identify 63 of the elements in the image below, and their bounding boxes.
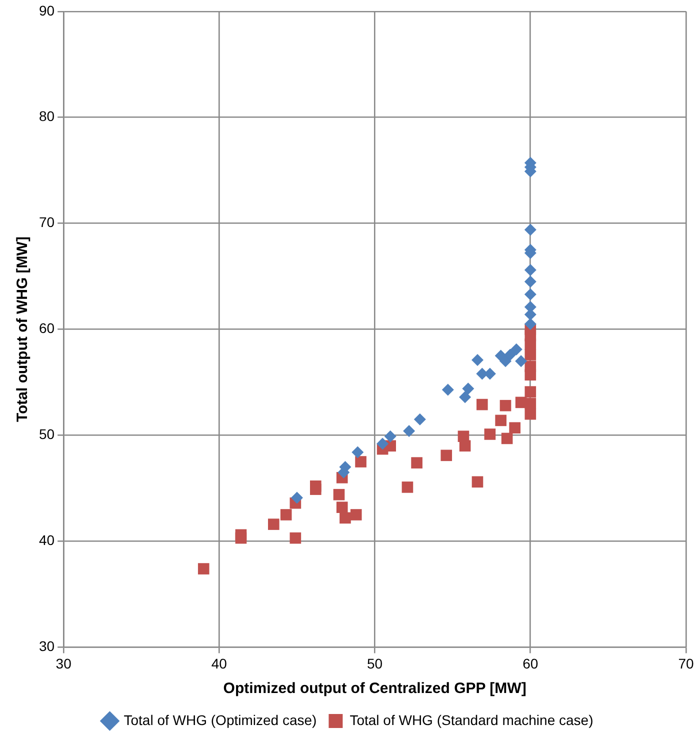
point [442, 384, 454, 396]
point [524, 386, 536, 398]
x-tick-label: 60 [522, 655, 538, 672]
y-tick-label: 50 [38, 426, 55, 442]
point [414, 413, 426, 426]
point [403, 425, 416, 438]
point [402, 482, 414, 493]
x-tick-label: 40 [211, 655, 228, 672]
point [340, 512, 351, 524]
point [384, 430, 396, 442]
point [268, 518, 280, 530]
point [459, 440, 471, 452]
point [290, 492, 303, 504]
y-tick-label: 40 [38, 532, 55, 548]
point [504, 348, 516, 361]
point [459, 391, 472, 404]
point [471, 354, 484, 366]
point [524, 349, 536, 360]
point [280, 509, 292, 520]
point [350, 509, 362, 520]
point [524, 318, 536, 330]
legend-label: Total of WHG (Standard machine case) [350, 712, 594, 728]
y-tick-label: 60 [38, 320, 55, 336]
point [310, 480, 322, 492]
y-tick-label: 30 [38, 638, 55, 654]
y-tick-label: 90 [38, 2, 55, 18]
point [290, 532, 302, 544]
point [524, 276, 536, 288]
point [333, 488, 345, 500]
point [411, 457, 422, 468]
point [524, 288, 536, 300]
point [524, 398, 536, 410]
x-tick-label: 70 [678, 655, 694, 672]
point [235, 532, 247, 544]
point [355, 456, 366, 468]
point [524, 338, 536, 350]
point [472, 476, 484, 488]
point [524, 264, 536, 276]
y-tick-label: 80 [38, 108, 55, 124]
x-tick-label: 50 [366, 655, 383, 672]
point [524, 408, 536, 420]
point [440, 450, 452, 462]
point [336, 502, 348, 513]
point [509, 422, 520, 434]
y-tick-label: 70 [38, 214, 55, 230]
point [352, 446, 364, 458]
x-axis-title: Optimized output of Centralized GPP [MW] [223, 680, 526, 698]
point [499, 355, 512, 368]
point [515, 355, 528, 368]
point [198, 563, 210, 574]
point [484, 428, 496, 440]
x-tick-label: 30 [56, 655, 72, 672]
point [524, 224, 536, 236]
point [495, 414, 506, 426]
legend-label: Total of WHG (Optimized case) [124, 712, 317, 728]
point [500, 400, 512, 412]
point [524, 369, 536, 381]
point [476, 398, 488, 410]
point [501, 432, 513, 444]
y-axis-title: Total output of WHG [MW] [14, 236, 32, 422]
point [510, 343, 522, 356]
point [376, 438, 389, 450]
point [462, 382, 474, 395]
